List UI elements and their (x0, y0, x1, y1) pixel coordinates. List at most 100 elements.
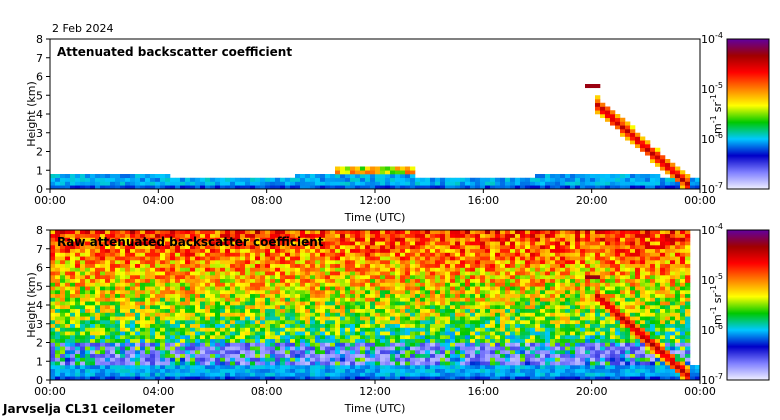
heatmap-cell (475, 286, 481, 291)
heatmap-cell (570, 248, 576, 253)
heatmap-cell (180, 376, 186, 381)
heatmap-cell (495, 342, 501, 347)
heatmap-cell (575, 271, 581, 276)
heatmap-cell (50, 301, 56, 306)
heatmap-cell (285, 301, 291, 306)
heatmap-cell (560, 323, 566, 328)
heatmap-cell (560, 263, 566, 268)
heatmap-cell (380, 177, 386, 182)
heatmap-cell (320, 297, 326, 302)
heatmap-cell (420, 230, 426, 235)
heatmap-cell (130, 275, 136, 280)
heatmap-cell (240, 293, 246, 298)
heatmap-cell (235, 293, 241, 298)
heatmap-cell (255, 316, 261, 321)
heatmap-cell (220, 286, 226, 291)
heatmap-cell (115, 233, 121, 238)
heatmap-cell (450, 230, 456, 235)
heatmap-cell (215, 372, 221, 377)
heatmap-cell (110, 241, 116, 246)
heatmap-cell (410, 372, 416, 377)
heatmap-cell (195, 181, 201, 186)
heatmap-cell (305, 177, 311, 182)
heatmap-cell (465, 365, 471, 370)
heatmap-cell (320, 181, 326, 186)
heatmap-cell (305, 376, 311, 381)
heatmap-cell (545, 297, 551, 302)
heatmap-cell (55, 271, 61, 276)
heatmap-cell (455, 305, 461, 310)
heatmap-cell (515, 237, 521, 242)
heatmap-cell (165, 293, 171, 298)
heatmap-cell (65, 181, 71, 186)
heatmap-cell (80, 275, 86, 280)
heatmap-cell (225, 361, 231, 366)
heatmap-cell (505, 361, 511, 366)
heatmap-cell (340, 252, 346, 257)
heatmap-cell (310, 267, 316, 272)
heatmap-cell (660, 155, 666, 160)
heatmap-cell (65, 278, 71, 283)
heatmap-cell (530, 256, 536, 261)
heatmap-cell (280, 342, 286, 347)
heatmap-cell (410, 252, 416, 257)
heatmap-cell (560, 342, 566, 347)
heatmap-cell (525, 245, 531, 250)
heatmap-cell (160, 368, 166, 373)
heatmap-cell (340, 331, 346, 336)
heatmap-cell (160, 181, 166, 186)
heatmap-cell (390, 271, 396, 276)
heatmap-cell (135, 323, 141, 328)
heatmap-cell (620, 117, 626, 122)
heatmap-cell (565, 350, 571, 355)
heatmap-cell (460, 286, 466, 291)
heatmap-cell (660, 185, 666, 190)
heatmap-cell (250, 376, 256, 381)
heatmap-cell (80, 271, 86, 276)
heatmap-cell (395, 323, 401, 328)
heatmap-cell (265, 342, 271, 347)
heatmap-cell (325, 338, 331, 343)
heatmap-cell (270, 305, 276, 310)
heatmap-cell (580, 230, 586, 235)
heatmap-cell (330, 335, 336, 340)
heatmap-cell (135, 293, 141, 298)
heatmap-cell (395, 181, 401, 186)
heatmap-cell (345, 245, 351, 250)
heatmap-cell (350, 185, 356, 190)
heatmap-cell (50, 365, 56, 370)
heatmap-cell (345, 275, 351, 280)
heatmap-cell (235, 372, 241, 377)
heatmap-cell (480, 260, 486, 265)
heatmap-cell (85, 181, 91, 186)
heatmap-cell (290, 248, 296, 253)
heatmap-cell (575, 350, 581, 355)
heatmap-cell (75, 271, 81, 276)
heatmap-cell (175, 365, 181, 370)
heatmap-cell (345, 305, 351, 310)
heatmap-cell (290, 350, 296, 355)
heatmap-cell (555, 308, 561, 313)
heatmap-cell (595, 365, 601, 370)
heatmap-cell (685, 185, 691, 190)
heatmap-cell (75, 316, 81, 321)
heatmap-cell (655, 162, 661, 167)
heatmap-cell (255, 320, 261, 325)
heatmap-cell (540, 278, 546, 283)
heatmap-cell (70, 260, 76, 265)
heatmap-cell (265, 368, 271, 373)
heatmap-cell (235, 365, 241, 370)
heatmap-cell (430, 252, 436, 257)
heatmap-cell (430, 350, 436, 355)
heatmap-cell (50, 316, 56, 321)
heatmap-cell (505, 271, 511, 276)
heatmap-cell (340, 308, 346, 313)
heatmap-cell (110, 286, 116, 291)
heatmap-cell (220, 320, 226, 325)
heatmap-cell (420, 275, 426, 280)
heatmap-cell (500, 327, 506, 332)
heatmap-cell (390, 166, 396, 171)
heatmap-cell (600, 177, 606, 182)
heatmap-cell (65, 286, 71, 291)
heatmap-cell (590, 297, 596, 302)
